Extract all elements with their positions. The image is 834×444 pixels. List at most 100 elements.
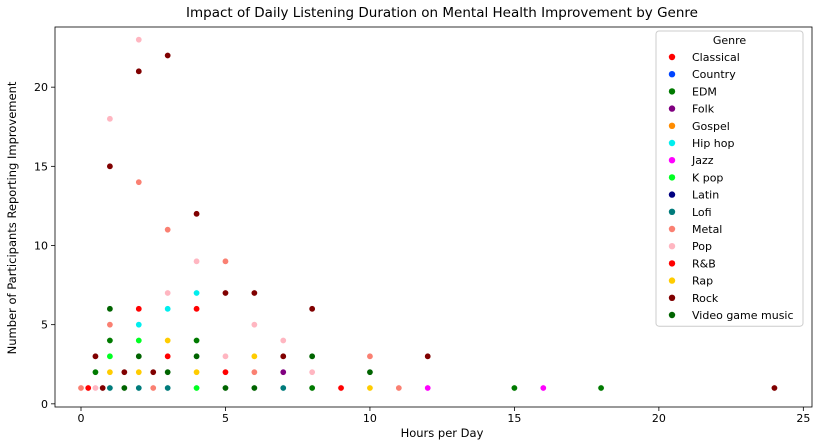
point-r-b — [135, 305, 143, 313]
point-metal — [250, 368, 258, 376]
point-rap — [135, 368, 143, 376]
legend-marker — [668, 122, 676, 129]
point-rock — [424, 352, 432, 360]
point-pop — [106, 115, 114, 123]
point-pop — [308, 368, 316, 376]
legend-box — [655, 30, 804, 327]
legend-label: Folk — [692, 103, 715, 116]
legend-label: R&B — [692, 257, 716, 270]
point-rock — [193, 210, 201, 218]
point-rap — [193, 368, 201, 376]
point-video-game-music — [164, 368, 172, 376]
legend-marker — [668, 311, 676, 319]
point-classical — [84, 384, 92, 392]
point-k-pop — [193, 384, 201, 392]
legend-label: Hip hop — [692, 137, 735, 150]
point-pop — [91, 384, 99, 392]
point-jazz — [539, 384, 547, 392]
x-tick-label: 10 — [363, 412, 377, 425]
legend-marker — [668, 174, 676, 181]
point-rock — [135, 67, 143, 75]
plot-frame — [54, 26, 813, 408]
point-metal — [395, 384, 403, 392]
legend-marker — [668, 71, 676, 78]
legend-label: Rock — [692, 292, 719, 305]
point-pop — [135, 36, 143, 44]
legend-marker — [668, 260, 676, 267]
x-tick-label: 15 — [507, 412, 521, 425]
point-rock — [279, 352, 287, 360]
point-rock — [250, 289, 258, 297]
point-video-game-music — [221, 384, 229, 392]
point-lofi — [106, 384, 114, 392]
point-r-b — [337, 384, 345, 392]
point-rock — [770, 384, 778, 392]
legend-label: Rap — [692, 275, 713, 288]
chart-title: Impact of Daily Listening Duration on Me… — [186, 5, 698, 21]
point-edm — [308, 384, 316, 392]
point-rap — [366, 384, 374, 392]
legend-label: Metal — [692, 223, 722, 236]
point-rock — [99, 384, 107, 392]
point-video-game-music — [250, 384, 258, 392]
y-tick-label: 20 — [34, 81, 48, 94]
x-tick-label: 25 — [796, 412, 810, 425]
point-pop — [250, 321, 258, 329]
point-jazz — [424, 384, 432, 392]
point-rock — [106, 162, 114, 170]
point-edm — [510, 384, 518, 392]
legend-label: Classical — [692, 51, 740, 64]
point-pop — [221, 352, 229, 360]
legend-marker — [668, 105, 676, 112]
legend-marker — [668, 225, 676, 233]
point-hip-hop — [164, 305, 172, 313]
point-video-game-music — [120, 384, 128, 392]
point-pop — [279, 336, 287, 344]
point-k-pop — [106, 352, 114, 360]
legend: Genre Classical Country EDM Folk Gospel Hip ho… — [655, 30, 804, 327]
legend-marker — [668, 191, 676, 198]
point-rock — [149, 368, 157, 376]
point-video-game-music — [366, 368, 374, 376]
point-hip-hop — [193, 289, 201, 297]
x-tick-label: 0 — [78, 412, 85, 425]
point-rock — [120, 368, 128, 376]
point-video-game-music — [308, 352, 316, 360]
legend-label: Gospel — [692, 120, 730, 133]
point-rock — [308, 305, 316, 313]
legend-label: EDM — [692, 85, 717, 98]
x-axis: 0 5 10 15 20 25 — [78, 407, 810, 425]
legend-label: Pop — [692, 240, 712, 253]
point-metal — [77, 384, 85, 392]
legend-marker — [668, 208, 676, 215]
point-rap — [164, 336, 172, 344]
y-tick-label: 0 — [41, 398, 48, 411]
legend-label: Country — [692, 68, 736, 81]
point-k-pop — [135, 336, 143, 344]
y-axis: 0 5 10 15 20 — [34, 81, 55, 411]
point-rock — [164, 51, 172, 59]
point-r-b — [193, 305, 201, 313]
point-video-game-music — [106, 305, 114, 313]
point-pop — [193, 257, 201, 265]
legend-marker — [668, 243, 676, 250]
point-r-b — [221, 368, 229, 376]
y-tick-label: 5 — [41, 319, 48, 332]
x-tick-label: 5 — [222, 412, 229, 425]
y-tick-label: 10 — [34, 240, 48, 253]
point-rock — [221, 289, 229, 297]
point-hip-hop — [135, 321, 143, 329]
legend-label: Lofi — [692, 206, 712, 219]
point-video-game-music — [193, 352, 201, 360]
legend-marker — [668, 88, 676, 95]
point-rap — [250, 352, 258, 360]
point-pop — [164, 289, 172, 297]
point-video-game-music — [135, 352, 143, 360]
legend-label: Video game music — [692, 309, 794, 322]
x-tick-label: 20 — [652, 412, 666, 425]
legend-marker — [668, 277, 676, 284]
y-axis-label: Number of Participants Reporting Improve… — [5, 81, 19, 354]
point-metal — [135, 178, 143, 186]
legend-label: Jazz — [691, 154, 714, 167]
